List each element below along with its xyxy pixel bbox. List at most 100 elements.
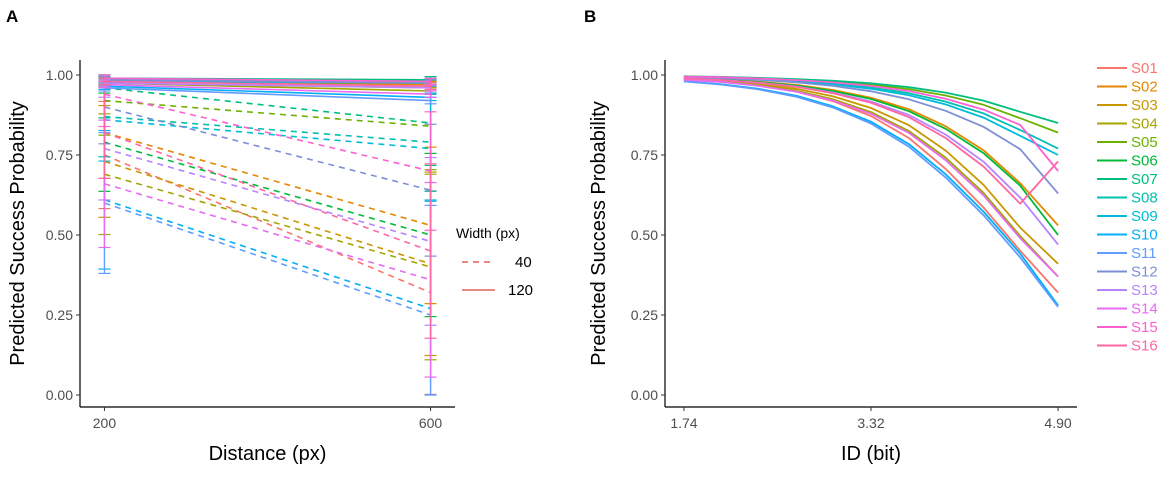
series-line-s10-w40 <box>104 199 431 310</box>
curve-s14 <box>683 78 1059 278</box>
panel-b-chart: 0.00 0.25 0.50 0.75 1.00 1.74 3.32 4.90 ID (bi… <box>588 60 1077 465</box>
panel-b-y-tick-label-1: 0.25 <box>631 307 658 323</box>
panel-a-y-tick-label-3: 0.75 <box>46 147 73 163</box>
legend-label-s13: S13 <box>1131 282 1158 299</box>
legend-label-s07: S07 <box>1131 171 1158 188</box>
panel-a-y-axis-title: Predicted Success Probability <box>7 101 29 366</box>
series-line-s16-w120 <box>104 80 431 87</box>
legend-item-s05: S05 <box>1097 134 1158 151</box>
legend-label-s14: S14 <box>1131 301 1158 318</box>
curve-s02 <box>683 77 1059 227</box>
legend-label-s02: S02 <box>1131 79 1158 96</box>
series-line-s03-w40 <box>104 160 431 265</box>
panel-b-x-tick-label-1: 3.32 <box>857 415 884 431</box>
series-line-s01-w40 <box>104 154 431 294</box>
legend-label-s05: S05 <box>1131 134 1158 151</box>
panel-a-x-tick-label-0: 200 <box>93 415 117 431</box>
error-bar-s16-w40-1 <box>424 163 437 339</box>
panel-b-x-axis-title: ID (bit) <box>841 443 901 465</box>
legend-label-s06: S06 <box>1131 153 1158 170</box>
panel-b-y-tick-label-4: 1.00 <box>631 67 658 83</box>
panel-a-y-tick-label-0: 0.00 <box>46 387 73 403</box>
legend-label-s11: S11 <box>1131 245 1157 262</box>
series-line-s06-w40 <box>104 141 431 236</box>
panel-b-x-tick-label-2: 4.90 <box>1044 415 1071 431</box>
curve-s11 <box>683 80 1059 308</box>
legend-label-s03: S03 <box>1131 97 1158 114</box>
series-line-s02-w40 <box>104 131 431 227</box>
legend-label-s04: S04 <box>1131 116 1158 133</box>
legend-label-s12: S12 <box>1131 264 1158 281</box>
legend-label-120: 120 <box>508 282 533 299</box>
legend-item-s04: S04 <box>1097 116 1158 133</box>
curve-s12 <box>683 76 1059 194</box>
legend-item-s06: S06 <box>1097 153 1158 170</box>
legend-item-s10: S10 <box>1097 227 1158 244</box>
series-line-s04-w40 <box>104 173 431 268</box>
series-line-s15-w120 <box>104 77 431 83</box>
series-line-s10-w120 <box>104 85 431 99</box>
panel-a-x-axis-title: Distance (px) <box>209 443 327 465</box>
legend-label-s15: S15 <box>1131 319 1158 336</box>
curve-s04 <box>683 78 1059 278</box>
series-line-s13-w120 <box>104 82 431 89</box>
series-line-s12-w120 <box>104 79 431 84</box>
series-line-s11-w120 <box>104 87 431 102</box>
legend-item-s11: S11 <box>1097 245 1157 262</box>
series-line-s05-w40 <box>104 99 431 127</box>
panel-b-y-ticks: 0.00 0.25 0.50 0.75 1.00 <box>631 67 665 403</box>
legend-item-s15: S15 <box>1097 319 1158 336</box>
panel-b-y-tick-label-3: 0.75 <box>631 147 658 163</box>
legend-label-s10: S10 <box>1131 227 1158 244</box>
error-bar-s16-w120-0 <box>98 77 111 86</box>
panel-a-series-group <box>98 74 437 396</box>
error-bar-s16-w120-1 <box>424 82 437 91</box>
panel-letter-a: A <box>6 7 18 26</box>
series-line-s16-w40 <box>104 131 431 252</box>
legend-item-s13: S13 <box>1097 282 1158 299</box>
series-line-s14-w40 <box>104 183 431 281</box>
legend-item-s09: S09 <box>1097 208 1158 225</box>
panel-b-y-tick-label-0: 0.00 <box>631 387 658 403</box>
curve-s03 <box>683 77 1059 265</box>
legend-width-title: Width (px) <box>456 225 520 241</box>
legend-item-s16: S16 <box>1097 338 1158 355</box>
legend-item-s12: S12 <box>1097 264 1158 281</box>
legend-item-s14: S14 <box>1097 301 1158 318</box>
series-line-s12-w40 <box>104 106 431 191</box>
legend-label-40: 40 <box>515 254 532 271</box>
series-line-s15-w40 <box>104 93 431 172</box>
legend-label-s01: S01 <box>1131 60 1158 77</box>
panel-b-y-tick-label-2: 0.50 <box>631 227 658 243</box>
panel-a-legend: Width (px) 40 120 <box>456 225 533 299</box>
legend-item-s01: S01 <box>1097 60 1158 77</box>
panel-a-y-ticks: 0.00 0.25 0.50 0.75 1.00 <box>46 67 80 403</box>
panel-b-x-ticks: 1.74 3.32 4.90 <box>670 407 1072 431</box>
legend-item-s07: S07 <box>1097 171 1158 188</box>
series-line-s11-w40 <box>104 202 431 316</box>
panel-letter-b: B <box>584 7 596 26</box>
curve-s15 <box>683 75 1059 172</box>
series-line-s09-w40 <box>104 119 431 150</box>
series-line-s14-w120 <box>104 83 431 95</box>
panel-a-x-ticks: 200 600 <box>93 407 443 431</box>
legend-item-s08: S08 <box>1097 190 1158 207</box>
panel-a-chart: 0.00 0.25 0.50 0.75 1.00 200 600 Distance (px… <box>7 60 455 465</box>
series-line-s13-w40 <box>104 147 431 243</box>
legend-label-s08: S08 <box>1131 190 1158 207</box>
legend-item-s03: S03 <box>1097 97 1158 114</box>
panel-a-y-tick-label-4: 1.00 <box>46 67 73 83</box>
panel-b-series-group <box>683 75 1059 308</box>
series-line-s08-w40 <box>104 115 431 143</box>
legend-label-s09: S09 <box>1131 208 1158 225</box>
panel-a-x-tick-label-1: 600 <box>419 415 443 431</box>
panel-b-y-axis-title: Predicted Success Probability <box>588 101 610 366</box>
error-bar-s14-w120-1 <box>424 90 437 99</box>
legend-label-s16: S16 <box>1131 338 1158 355</box>
legend-item-s02: S02 <box>1097 79 1158 96</box>
curve-s16 <box>683 77 1059 205</box>
panel-a-y-tick-label-2: 0.50 <box>46 227 73 243</box>
panel-b-x-tick-label-0: 1.74 <box>670 415 697 431</box>
